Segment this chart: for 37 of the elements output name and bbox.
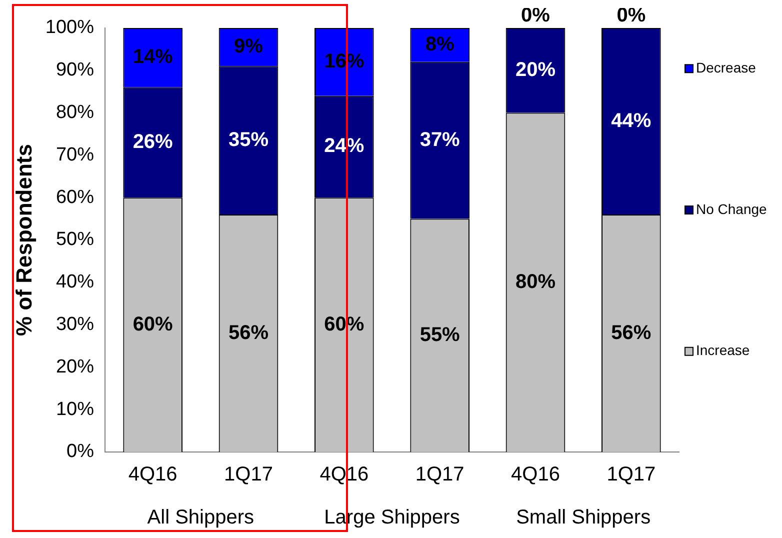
x-tick-label: 1Q17	[606, 464, 656, 486]
data-label: 14%	[132, 46, 174, 68]
data-label: 35%	[228, 128, 269, 151]
data-label: 56%	[611, 322, 652, 344]
legend-label: Increase	[696, 342, 750, 358]
y-axis-title: % of Respondents	[11, 144, 36, 336]
y-tick-label: 80%	[56, 102, 94, 124]
y-tick-label: 20%	[56, 356, 94, 378]
x-tick-label: 1Q17	[415, 464, 464, 486]
legend-label: Decrease	[696, 60, 756, 76]
data-label: 55%	[420, 324, 460, 346]
data-label: 9%	[234, 36, 264, 58]
y-tick-label: 30%	[56, 314, 94, 336]
y-tick-label: 40%	[56, 272, 94, 293]
y-tick-label: 70%	[56, 144, 94, 166]
text: All Shippers	[147, 506, 254, 529]
data-label: 37%	[420, 128, 460, 151]
data-label: 60%	[132, 313, 174, 336]
y-tick-label: 100%	[45, 17, 94, 38]
y-tick-label: 10%	[56, 398, 94, 420]
x-tick-label: 4Q16	[511, 464, 560, 486]
legend-label: No Change	[696, 200, 768, 217]
data-label: 56%	[228, 322, 269, 344]
x-tick-label: 1Q17	[224, 464, 273, 486]
x-tick-label: 4Q16	[128, 464, 178, 486]
data-label: 20%	[515, 58, 556, 81]
data-label: 80%	[515, 270, 556, 293]
y-tick-label: 60%	[56, 186, 94, 208]
text: Small Shippers	[516, 506, 651, 529]
data-label: 8%	[425, 33, 454, 56]
y-tick-label: 90%	[56, 60, 94, 81]
data-label: 0%	[616, 4, 646, 27]
y-tick-label: 50%	[56, 229, 94, 250]
data-label: 0%	[521, 4, 550, 27]
data-label: 26%	[132, 130, 174, 153]
data-label: 44%	[611, 110, 652, 132]
y-tick-label: 0%	[66, 441, 94, 462]
